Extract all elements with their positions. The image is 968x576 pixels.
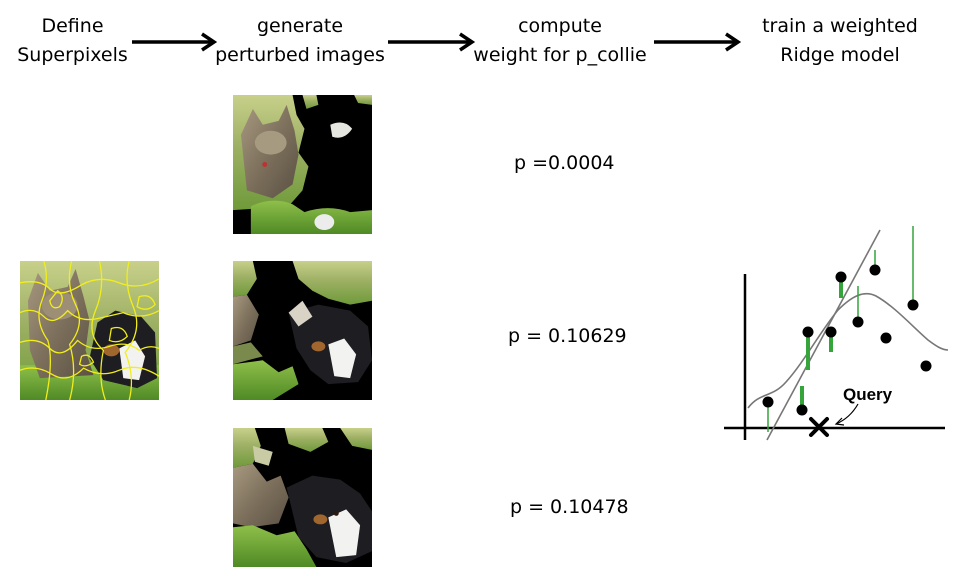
ridge-model-graph: Query [720, 222, 955, 444]
step-compute-weight: compute weight for p_collie [470, 12, 650, 70]
data-point [852, 316, 864, 328]
data-point [869, 264, 881, 276]
step-2-line-2: perturbed images [215, 44, 385, 66]
data-point [796, 404, 808, 416]
data-point [835, 271, 847, 283]
true-function-curve [747, 292, 949, 409]
arrow-1 [132, 32, 218, 52]
data-point [825, 326, 837, 338]
superpixel-image [20, 261, 159, 400]
ridge-fit-line [766, 229, 881, 441]
step-generate-perturbed: generate perturbed images [210, 12, 390, 70]
step-3-line-1: compute [518, 15, 602, 37]
step-1-line-2: Superpixels [17, 44, 128, 66]
data-point [762, 396, 774, 408]
step-4-line-2: Ridge model [780, 44, 900, 66]
query-x-marker [809, 417, 829, 437]
step-2-line-1: generate [256, 15, 344, 37]
query-label: Query [843, 385, 893, 404]
data-point [880, 332, 892, 344]
data-point [920, 360, 932, 372]
probability-1: p =0.0004 [514, 152, 615, 174]
probability-2: p = 0.10629 [508, 325, 627, 347]
step-1-line-1: Define [41, 15, 104, 37]
step-4-line-1: train a weighted [762, 15, 918, 37]
perturbed-image-1 [233, 95, 372, 234]
query-arrow [835, 403, 859, 425]
arrow-3 [654, 32, 742, 52]
step-define-superpixels: Define Superpixels [10, 12, 135, 70]
step-3-line-2: weight for p_collie [473, 44, 647, 66]
data-point [907, 299, 919, 311]
data-point [802, 326, 814, 338]
arrow-2 [388, 32, 476, 52]
perturbed-image-3 [233, 428, 372, 567]
step-train-ridge: train a weighted Ridge model [750, 12, 930, 70]
perturbed-image-2 [233, 261, 372, 400]
probability-3: p = 0.10478 [510, 496, 629, 518]
